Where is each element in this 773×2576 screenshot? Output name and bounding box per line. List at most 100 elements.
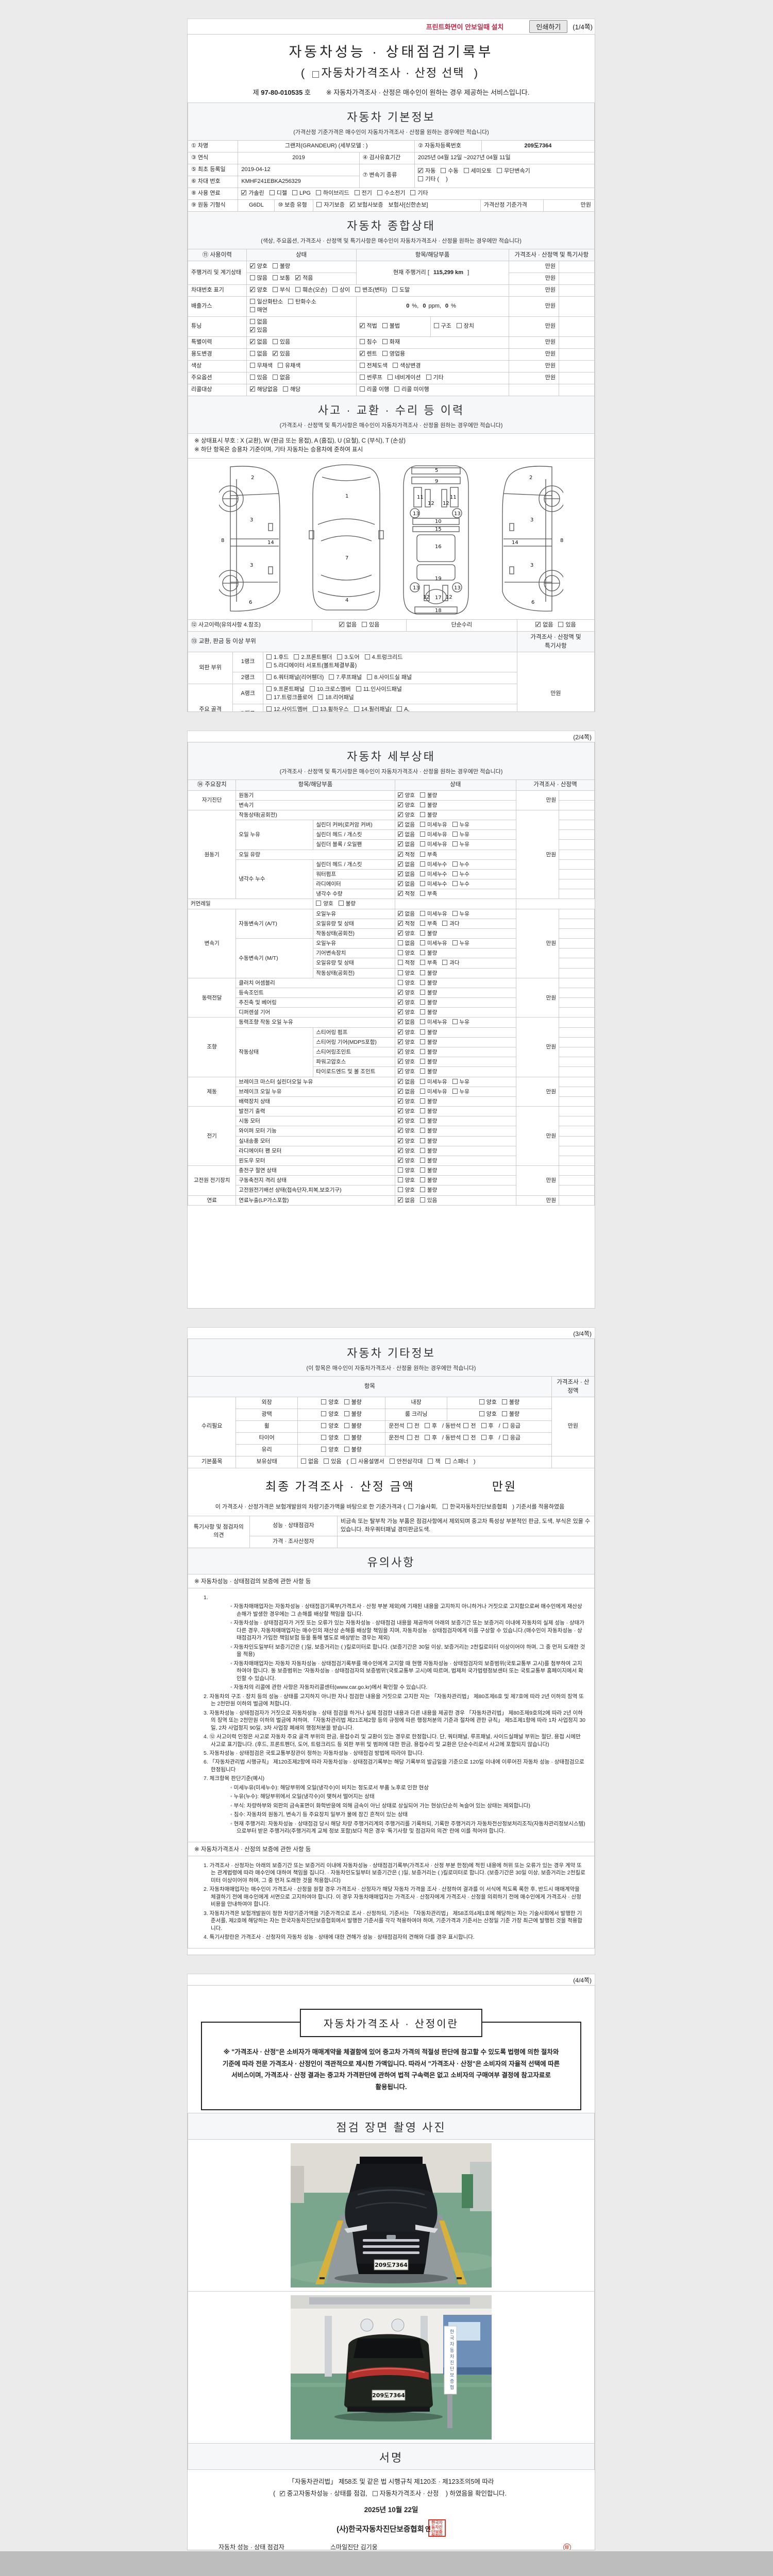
checkbox-option[interactable]: 미세누유 <box>419 1019 447 1026</box>
checkbox-option[interactable]: 양호 <box>397 1038 415 1046</box>
checkbox-option[interactable]: 과다 <box>442 920 460 927</box>
checkbox-option[interactable]: 4.트렁크리드 <box>364 654 402 662</box>
checkbox-option[interactable]: 미세누유 <box>419 841 447 848</box>
checkbox-option[interactable]: 불량 <box>419 1147 437 1155</box>
checkbox-option[interactable]: 없음 <box>339 620 357 630</box>
checkbox-option[interactable]: 10.크로스멤버 <box>309 686 351 694</box>
checkbox-option[interactable]: 누유 <box>452 1088 469 1095</box>
checkbox-option[interactable]: 누유 <box>452 831 469 838</box>
checkbox-option[interactable]: 양호 <box>397 1047 415 1056</box>
checkbox-option[interactable]: 수동 <box>441 167 459 176</box>
checkbox-option[interactable]: 불량 <box>419 999 437 1006</box>
checkbox-option[interactable]: 불량 <box>344 1434 362 1443</box>
checkbox-option[interactable]: 불량 <box>419 802 437 809</box>
checkbox-option[interactable]: 없음 <box>300 1458 318 1466</box>
checkbox-option[interactable]: 불량 <box>419 1117 437 1125</box>
checkbox-option[interactable]: 양호 <box>479 1411 497 1419</box>
checkbox-option[interactable]: 양호 <box>397 1156 415 1164</box>
checkbox-option[interactable]: 훼손(오손) <box>295 286 327 295</box>
checkbox-option[interactable]: 불량 <box>419 970 437 977</box>
checkbox-option[interactable]: 불량 <box>419 1167 437 1174</box>
checkbox-option[interactable]: 디젤 <box>269 190 287 198</box>
checkbox-option[interactable]: 많음 <box>249 275 267 283</box>
checkbox-option[interactable]: 불량 <box>272 263 290 271</box>
checkbox-option[interactable]: 있음 <box>272 349 290 359</box>
checkbox-option[interactable]: 불량 <box>419 1029 437 1036</box>
checkbox-option[interactable]: 있음 <box>419 1197 437 1204</box>
checkbox-option[interactable]: 기타 <box>426 374 444 382</box>
checkbox-option[interactable]: 불량 <box>419 1009 437 1016</box>
checkbox-option[interactable]: 안전삼각대 <box>389 1458 423 1466</box>
checkbox-option[interactable]: 전 <box>407 1434 419 1443</box>
checkbox-option[interactable]: 불량 <box>419 1039 437 1046</box>
checkbox-option[interactable]: 누유 <box>452 821 469 828</box>
checkbox-option[interactable]: 렌트 <box>359 349 377 359</box>
checkbox-option[interactable]: 미세누유 <box>419 821 447 828</box>
checkbox-option[interactable]: 구조 <box>433 323 451 331</box>
checkbox-option[interactable]: 양호 <box>321 1422 339 1431</box>
checkbox-option[interactable]: 양호 <box>397 1146 415 1155</box>
checkbox-option[interactable]: 불법 <box>382 323 400 331</box>
checkbox-option[interactable]: 불량 <box>419 1138 437 1145</box>
checkbox-option[interactable]: 불량 <box>501 1411 519 1419</box>
checkbox-option[interactable]: 상이 <box>332 286 350 295</box>
checkbox-option[interactable]: 없음 <box>397 870 415 878</box>
checkbox-option[interactable]: 2.프론트휀더 <box>294 654 332 662</box>
checkbox-option[interactable]: 11.인사이드패널 <box>356 686 402 694</box>
checkbox-option[interactable]: 없음 <box>397 820 415 828</box>
checkbox-option[interactable]: 사용설명서 <box>351 1458 384 1466</box>
checkbox-option[interactable]: 부족 <box>419 959 437 967</box>
checkbox-option[interactable]: 불량 <box>419 811 437 819</box>
checkbox-option[interactable]: 없음 <box>249 337 267 347</box>
checkbox-option[interactable]: 18.리어패널 <box>318 694 354 702</box>
checkbox-option[interactable]: 불량 <box>344 1411 362 1419</box>
checkbox-option[interactable]: 17.트렁크플로어 <box>266 694 313 702</box>
checkbox-option[interactable]: 전 <box>407 1422 419 1431</box>
checkbox-option[interactable]: 부식 <box>272 286 290 295</box>
checkbox-option[interactable]: 없음 <box>249 350 267 359</box>
checkbox-option[interactable]: 양호 <box>397 988 415 996</box>
checkbox-option[interactable]: 양호 <box>397 979 415 987</box>
checkbox-option[interactable]: 양호 <box>397 1008 415 1016</box>
checkbox-option[interactable]: 스패너 <box>445 1458 468 1466</box>
checkbox-option[interactable]: 양호 <box>321 1446 339 1454</box>
checkbox-option[interactable]: 양호 <box>397 801 415 809</box>
checkbox-option[interactable]: 불량 <box>419 989 437 996</box>
checkbox-option[interactable]: 해당 <box>283 386 300 394</box>
checkbox-option[interactable]: 양호 <box>397 1067 415 1076</box>
checkbox-option[interactable]: 적정 <box>397 959 415 967</box>
checkbox-option[interactable]: 변조(변타) <box>355 286 387 295</box>
checkbox-option[interactable]: 있음 <box>272 338 290 347</box>
checkbox-option[interactable]: 누유 <box>452 841 469 848</box>
checkbox-option[interactable]: 세미오토 <box>463 167 492 176</box>
checkbox-option[interactable]: 불량 <box>344 1399 362 1407</box>
checkbox-option[interactable]: 불량 <box>419 1068 437 1075</box>
checkbox-option[interactable]: 14.필러패널( <box>354 706 392 711</box>
checkbox-option[interactable]: 과다 <box>442 959 460 967</box>
checkbox-option[interactable]: 양호 <box>397 950 415 957</box>
checkbox-option[interactable]: 무채색 <box>249 362 273 370</box>
checkbox-option[interactable]: 리콜 이행 <box>359 386 389 394</box>
checkbox-option[interactable]: 양호 <box>479 1399 497 1407</box>
checkbox-option[interactable]: 매연 <box>249 307 267 315</box>
checkbox-option[interactable]: 누유 <box>452 1078 469 1086</box>
checkbox-option[interactable]: 누유 <box>452 910 469 918</box>
checkbox-option[interactable]: 부족 <box>419 920 437 927</box>
checkbox-option[interactable]: 누수 <box>452 871 469 878</box>
checkbox-option[interactable]: 없음 <box>397 879 415 888</box>
checkbox-option[interactable]: 양호 <box>397 1116 415 1125</box>
checkbox-option[interactable]: 양호 <box>321 1434 339 1443</box>
checkbox-option[interactable]: 불량 <box>419 930 437 937</box>
checkbox-option[interactable]: 수소전기 <box>377 190 405 198</box>
checkbox-option[interactable]: 있음 <box>324 1458 341 1466</box>
checkbox-option[interactable]: LPG <box>292 190 311 198</box>
checkbox-option[interactable]: 없음 <box>397 1196 415 1204</box>
checkbox-option[interactable]: 화재 <box>382 338 400 347</box>
checkbox-option[interactable]: 네비게이션 <box>387 374 421 382</box>
checkbox-option[interactable]: 부족 <box>419 851 437 858</box>
checkbox-option[interactable]: 미세누유 <box>419 1088 447 1095</box>
checkbox-option[interactable]: 불량 <box>419 1098 437 1105</box>
checkbox-option[interactable]: 누유 <box>452 1019 469 1026</box>
checkbox-option[interactable]: 적법 <box>359 321 377 331</box>
print-button[interactable]: 인쇄하기 <box>529 20 568 33</box>
